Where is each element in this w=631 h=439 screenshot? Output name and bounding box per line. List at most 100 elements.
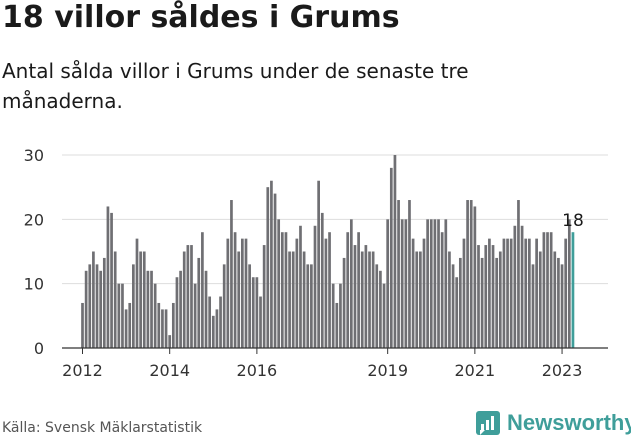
bar <box>538 251 542 348</box>
bar <box>215 309 219 348</box>
bar <box>233 232 237 348</box>
bar <box>364 245 368 348</box>
bar <box>182 251 186 348</box>
bar <box>393 155 397 348</box>
bar <box>95 264 99 348</box>
bar <box>153 283 157 348</box>
bar <box>142 251 146 348</box>
bar <box>342 257 346 348</box>
bar <box>491 245 495 348</box>
brand-logo: Newsworthy <box>476 407 631 439</box>
bar <box>531 264 535 348</box>
last-value-label: 18 <box>562 211 584 231</box>
bar <box>542 232 546 348</box>
bar <box>502 238 506 348</box>
bar <box>509 238 513 348</box>
bar <box>113 251 117 348</box>
bar <box>255 277 259 348</box>
bar <box>349 219 353 348</box>
y-tick-label: 20 <box>24 210 44 229</box>
bar <box>317 180 320 348</box>
bar <box>557 257 560 348</box>
bar <box>117 283 121 348</box>
bar <box>346 232 350 348</box>
bar <box>121 283 124 348</box>
bar <box>451 264 455 348</box>
bar <box>437 219 440 348</box>
bar <box>302 251 306 348</box>
bar <box>415 251 419 348</box>
bar <box>164 309 168 348</box>
chart-title: 18 villor såldes i Grums <box>2 0 400 35</box>
bar <box>564 238 568 348</box>
bar <box>484 245 488 348</box>
bar <box>132 264 135 348</box>
bar <box>175 277 179 348</box>
bar <box>179 270 182 348</box>
bar <box>379 270 382 348</box>
bar <box>553 251 557 348</box>
bar <box>517 200 520 348</box>
bar <box>208 296 212 348</box>
bar <box>288 251 291 348</box>
bar <box>299 225 302 348</box>
bar <box>357 232 360 348</box>
bar <box>81 302 84 348</box>
bar <box>426 219 429 348</box>
source-note: Källa: Svensk Mäklarstatistik <box>2 420 203 436</box>
bar <box>528 238 531 348</box>
bar <box>197 257 201 348</box>
bar <box>546 232 549 348</box>
bar <box>193 283 197 348</box>
bar <box>371 251 375 348</box>
bar <box>204 270 208 348</box>
bar <box>161 309 164 348</box>
bar <box>524 238 528 348</box>
bar <box>306 264 310 348</box>
bar <box>291 251 295 348</box>
bar <box>320 212 324 348</box>
bar <box>273 193 277 348</box>
bar <box>488 238 491 348</box>
bar <box>251 277 255 348</box>
bar <box>331 283 335 348</box>
bar <box>462 238 466 348</box>
bar <box>560 264 564 348</box>
bar <box>211 315 215 348</box>
bar <box>535 238 538 348</box>
bar <box>259 296 262 348</box>
bar <box>448 251 451 348</box>
bar <box>310 264 313 348</box>
bar <box>110 212 113 348</box>
chart-subtitle: Antal sålda villor i Grums under de sena… <box>2 59 469 113</box>
bar <box>458 257 462 348</box>
bar <box>135 238 139 348</box>
bar <box>513 225 517 348</box>
bar <box>99 270 103 348</box>
bar <box>429 219 433 348</box>
bar <box>506 238 509 348</box>
brand-name: Newsworthy <box>507 410 631 435</box>
bar <box>270 180 273 348</box>
bar <box>139 251 142 348</box>
bar <box>386 219 390 348</box>
bar <box>313 225 317 348</box>
bar <box>422 238 426 348</box>
x-tick-label: 2016 <box>237 361 278 380</box>
x-tick-label: 2019 <box>367 361 408 380</box>
bar <box>157 302 161 348</box>
bar <box>146 270 150 348</box>
bar <box>400 219 404 348</box>
bar <box>408 200 411 348</box>
x-tick-label: 2012 <box>62 361 103 380</box>
bar <box>190 245 193 348</box>
bar <box>571 232 575 348</box>
bar <box>567 219 571 348</box>
bar <box>433 219 437 348</box>
bar <box>295 238 299 348</box>
bar <box>404 219 408 348</box>
bar <box>520 225 524 348</box>
x-tick-label: 2023 <box>542 361 583 380</box>
bar <box>411 238 415 348</box>
